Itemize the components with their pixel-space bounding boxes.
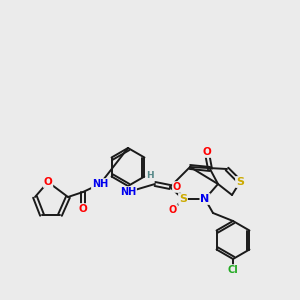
Text: N: N — [200, 194, 210, 204]
Text: S: S — [179, 194, 187, 204]
Text: H: H — [146, 170, 154, 179]
Text: O: O — [44, 177, 52, 187]
Text: NH: NH — [120, 187, 136, 197]
Text: O: O — [173, 182, 181, 192]
Text: NH: NH — [92, 179, 108, 189]
Text: Cl: Cl — [228, 265, 238, 275]
Text: O: O — [169, 205, 177, 215]
Text: O: O — [202, 147, 211, 157]
Text: S: S — [236, 177, 244, 187]
Text: O: O — [79, 204, 87, 214]
